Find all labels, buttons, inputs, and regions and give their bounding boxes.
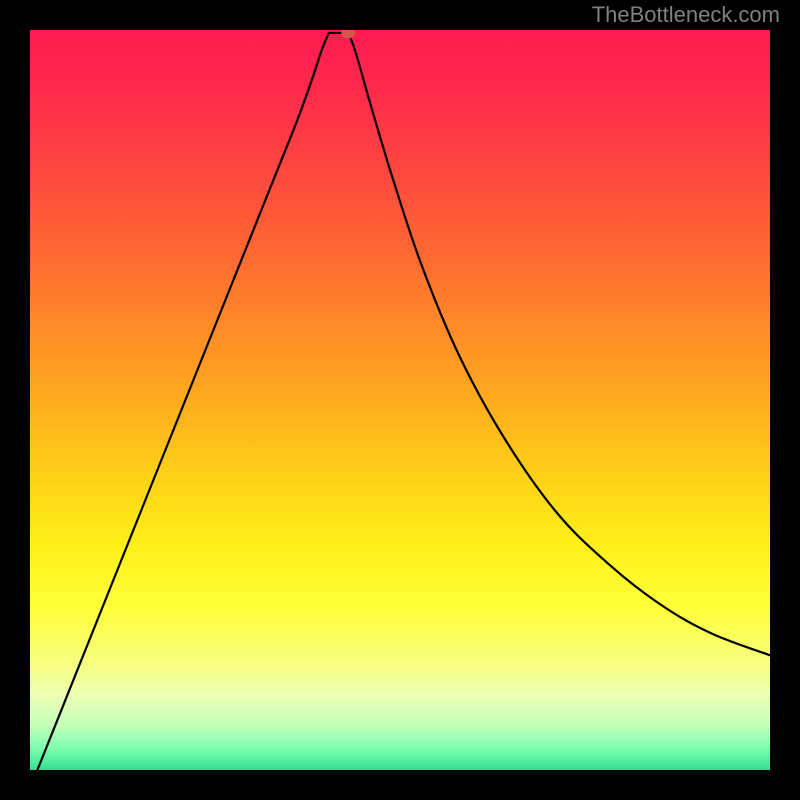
chart-svg	[30, 30, 770, 770]
gradient-background	[30, 30, 770, 770]
optimal-point-marker	[342, 30, 355, 38]
watermark-text: TheBottleneck.com	[592, 2, 780, 28]
bottleneck-chart	[30, 30, 770, 770]
